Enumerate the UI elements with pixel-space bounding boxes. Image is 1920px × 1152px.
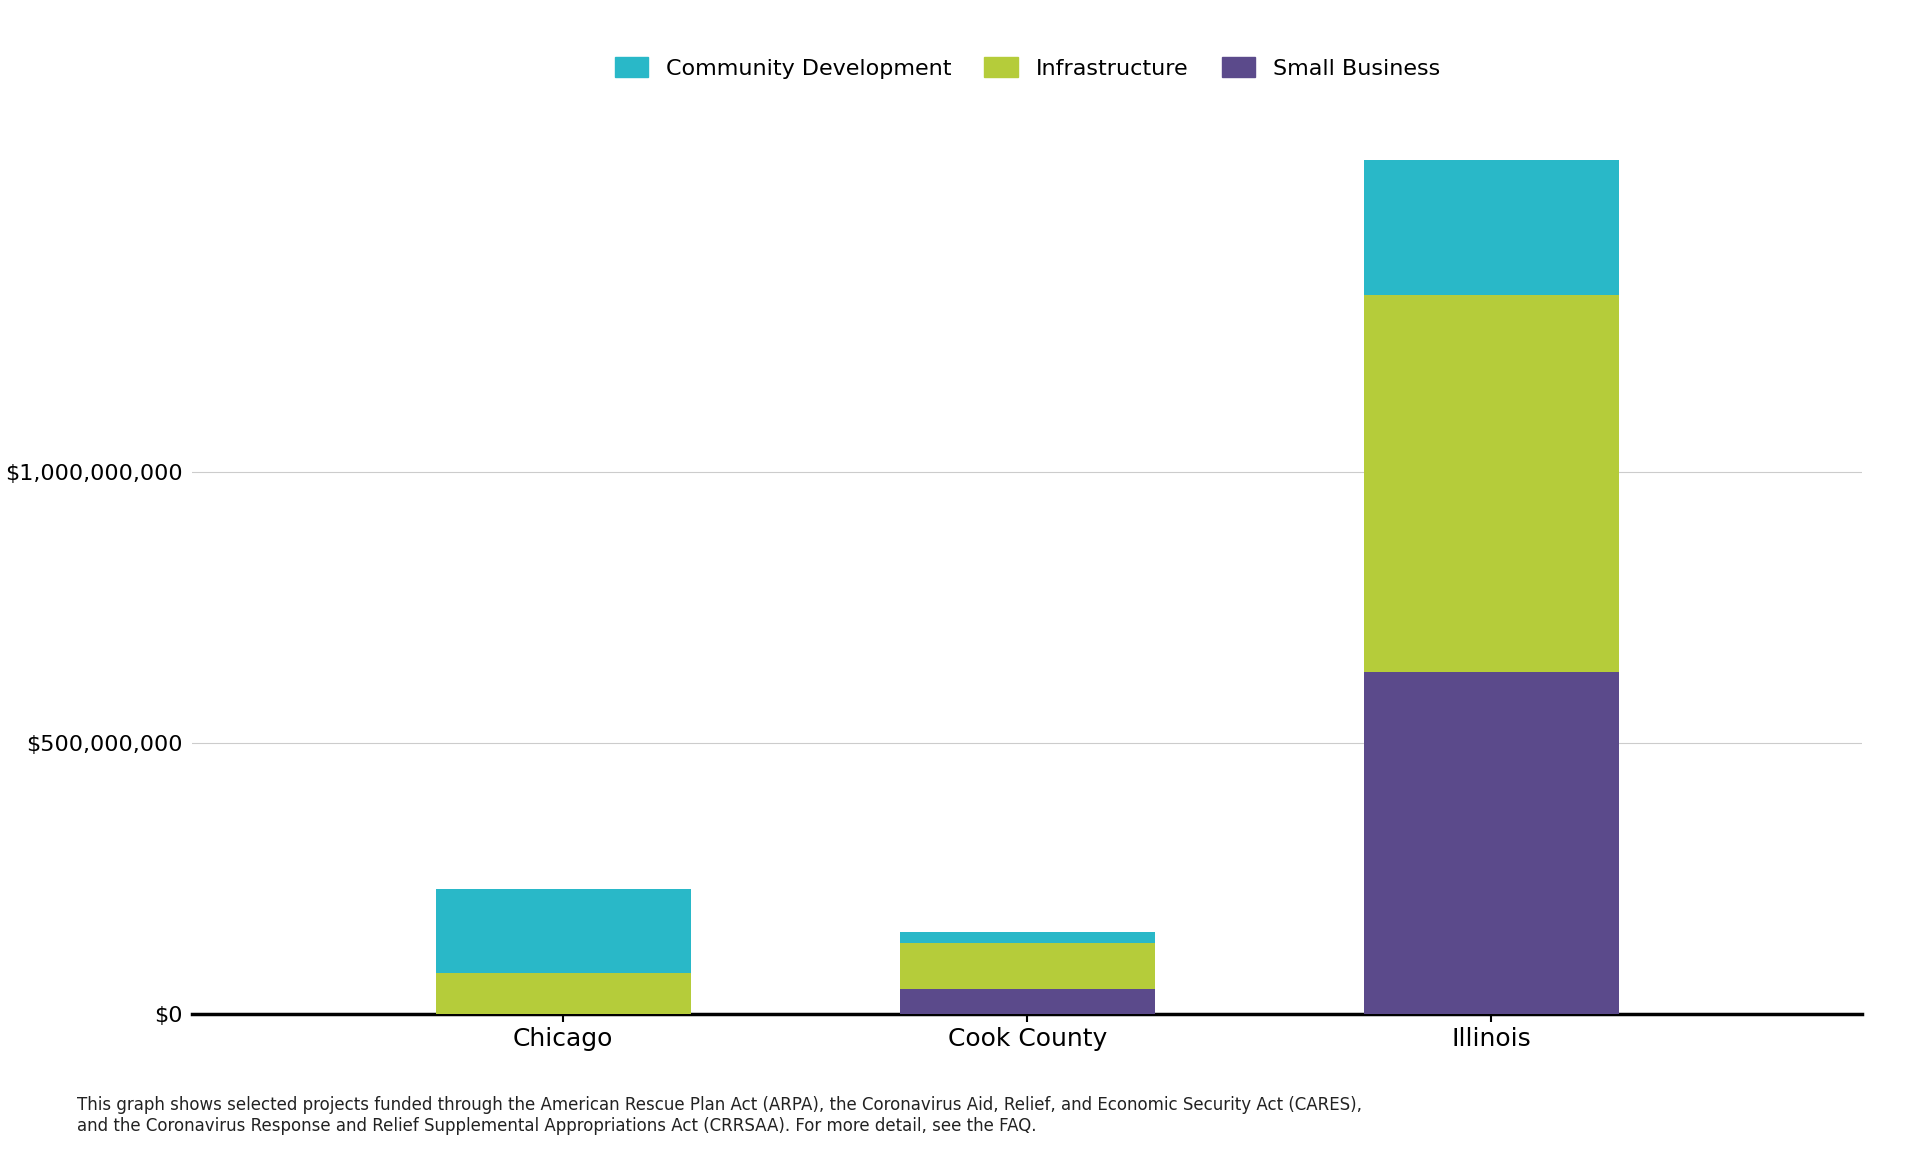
Bar: [900, 990, 1154, 1014]
Bar: [436, 889, 691, 973]
Bar: [1363, 160, 1619, 295]
Bar: [900, 943, 1154, 990]
Bar: [900, 932, 1154, 943]
Bar: [436, 973, 691, 1014]
Text: This graph shows selected projects funded through the American Rescue Plan Act (: This graph shows selected projects funde…: [77, 1096, 1361, 1135]
Bar: [1363, 295, 1619, 673]
Legend: Community Development, Infrastructure, Small Business: Community Development, Infrastructure, S…: [614, 58, 1440, 78]
Bar: [1363, 673, 1619, 1014]
